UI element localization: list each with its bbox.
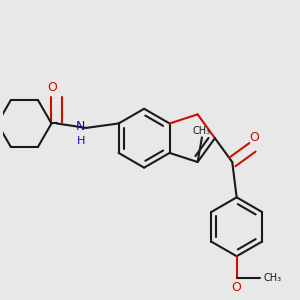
Text: N: N — [75, 120, 85, 133]
Text: O: O — [249, 131, 259, 144]
Text: O: O — [47, 81, 57, 94]
Text: CH₃: CH₃ — [193, 126, 211, 136]
Text: H: H — [76, 136, 85, 146]
Text: O: O — [232, 281, 242, 294]
Text: CH₃: CH₃ — [263, 273, 281, 283]
